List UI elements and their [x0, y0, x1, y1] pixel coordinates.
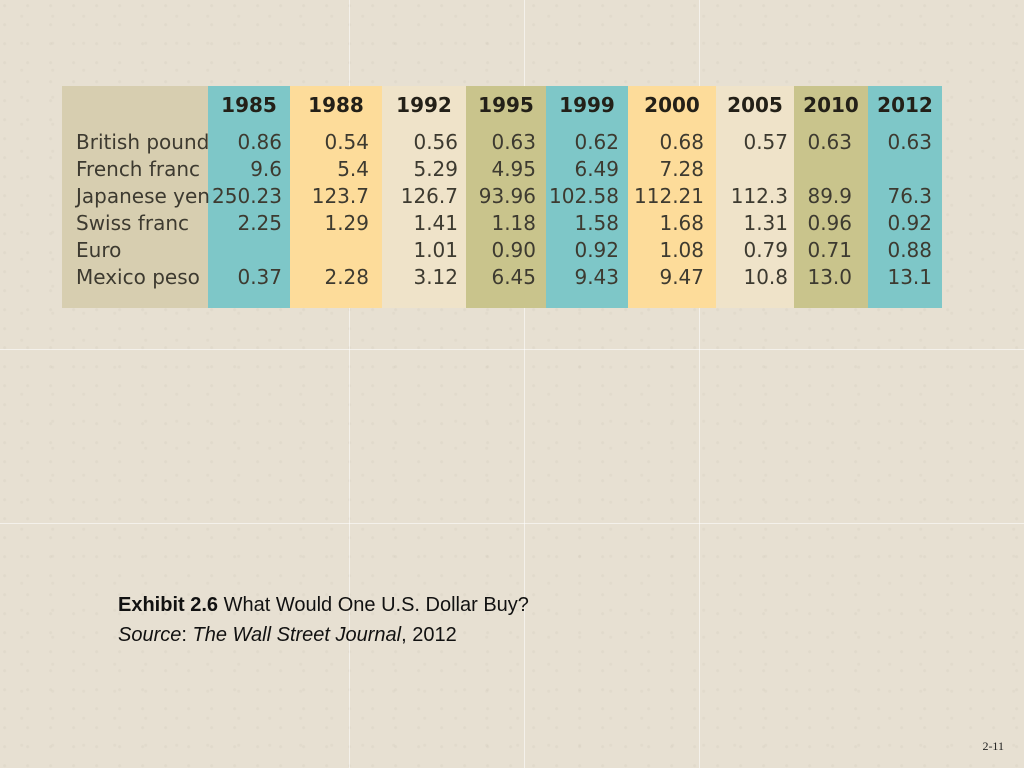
- rate-cell: 250.23: [212, 184, 282, 208]
- year-column-1995: [466, 86, 546, 308]
- rate-cell: 0.92: [574, 238, 619, 262]
- rate-cell: 1.31: [743, 211, 788, 235]
- rate-cell: 112.21: [634, 184, 704, 208]
- caption-source-line: Source: The Wall Street Journal, 2012: [118, 620, 529, 650]
- rate-cell: 5.4: [337, 157, 369, 181]
- currency-label: French franc: [76, 157, 201, 181]
- currency-label: Mexico peso: [76, 265, 200, 289]
- rate-cell: 0.37: [237, 265, 282, 289]
- rate-cell: 76.3: [887, 184, 932, 208]
- year-header: 1988: [308, 93, 364, 117]
- rate-cell: 112.3: [730, 184, 788, 208]
- rate-cell: 4.95: [491, 157, 536, 181]
- rate-cell: 1.29: [324, 211, 369, 235]
- source-year: , 2012: [401, 624, 457, 646]
- year-header: 1995: [478, 93, 534, 117]
- rate-cell: 0.71: [807, 238, 852, 262]
- year-header: 2000: [644, 93, 700, 117]
- year-header: 2010: [803, 93, 859, 117]
- rate-cell: 102.58: [549, 184, 619, 208]
- source-publication: The Wall Street Journal: [192, 624, 402, 646]
- rate-cell: 13.0: [807, 265, 852, 289]
- rate-cell: 1.41: [413, 211, 458, 235]
- exhibit-title: What Would One U.S. Dollar Buy?: [218, 594, 529, 616]
- grid-line: [524, 0, 525, 768]
- rate-cell: 1.01: [413, 238, 458, 262]
- exhibit-label: Exhibit 2.6: [118, 594, 219, 616]
- rate-cell: 1.18: [491, 211, 536, 235]
- rate-cell: 93.96: [478, 184, 536, 208]
- rate-cell: 9.43: [574, 265, 619, 289]
- year-column-1992: [382, 86, 466, 308]
- source-label: Source: [118, 624, 182, 646]
- year-column-1999: [546, 86, 628, 308]
- caption-title-line: Exhibit 2.6 What Would One U.S. Dollar B…: [118, 590, 529, 620]
- year-column-2005: [716, 86, 794, 308]
- year-column-2010: [794, 86, 868, 308]
- rate-cell: 9.6: [250, 157, 282, 181]
- rate-cell: 5.29: [413, 157, 458, 181]
- rate-cell: 0.63: [887, 130, 932, 154]
- rate-cell: 0.88: [887, 238, 932, 262]
- rate-cell: 123.7: [311, 184, 369, 208]
- exhibit-caption: Exhibit 2.6 What Would One U.S. Dollar B…: [118, 590, 529, 650]
- grid-line: [349, 0, 350, 768]
- rate-cell: 0.92: [887, 211, 932, 235]
- rate-cell: 0.86: [237, 130, 282, 154]
- year-header: 2012: [877, 93, 933, 117]
- year-header: 1985: [221, 93, 277, 117]
- rate-cell: 126.7: [400, 184, 458, 208]
- currency-label: Japanese yen: [76, 184, 210, 208]
- rate-cell: 1.08: [659, 238, 704, 262]
- rate-cell: 0.96: [807, 211, 852, 235]
- rate-cell: 7.28: [659, 157, 704, 181]
- rate-cell: 0.57: [743, 130, 788, 154]
- rate-cell: 0.79: [743, 238, 788, 262]
- rate-cell: 0.56: [413, 130, 458, 154]
- source-separator: :: [181, 624, 193, 646]
- rate-cell: 2.28: [324, 265, 369, 289]
- rate-cell: 0.63: [807, 130, 852, 154]
- rate-cell: 0.62: [574, 130, 619, 154]
- year-header: 1999: [559, 93, 615, 117]
- exchange-rate-table: 1985 1988 1992 1995 1999 2000 2005 2010 2012 Brit…: [62, 86, 942, 308]
- year-column-1985: [208, 86, 290, 308]
- rate-cell: 2.25: [237, 211, 282, 235]
- grid-line: [699, 0, 700, 768]
- slide-number: 2-11: [982, 739, 1004, 753]
- currency-label: British pound: [76, 130, 210, 154]
- currency-label: Swiss franc: [76, 211, 189, 235]
- year-column-1988: [290, 86, 382, 308]
- rate-cell: 10.8: [743, 265, 788, 289]
- rate-cell: 3.12: [413, 265, 458, 289]
- rate-cell: 0.68: [659, 130, 704, 154]
- rate-cell: 89.9: [807, 184, 852, 208]
- year-header: 1992: [396, 93, 452, 117]
- grid-line: [0, 349, 1024, 350]
- rate-cell: 1.58: [574, 211, 619, 235]
- rate-cell: 0.63: [491, 130, 536, 154]
- year-column-2012: [868, 86, 942, 308]
- rate-cell: 0.90: [491, 238, 536, 262]
- rate-cell: 6.49: [574, 157, 619, 181]
- rate-cell: 13.1: [887, 265, 932, 289]
- rate-cell: 1.68: [659, 211, 704, 235]
- currency-label: Euro: [76, 238, 122, 262]
- rate-cell: 9.47: [659, 265, 704, 289]
- year-header: 2005: [727, 93, 783, 117]
- rate-cell: 6.45: [491, 265, 536, 289]
- rate-cell: 0.54: [324, 130, 369, 154]
- grid-line: [0, 523, 1024, 524]
- year-column-2000: [628, 86, 716, 308]
